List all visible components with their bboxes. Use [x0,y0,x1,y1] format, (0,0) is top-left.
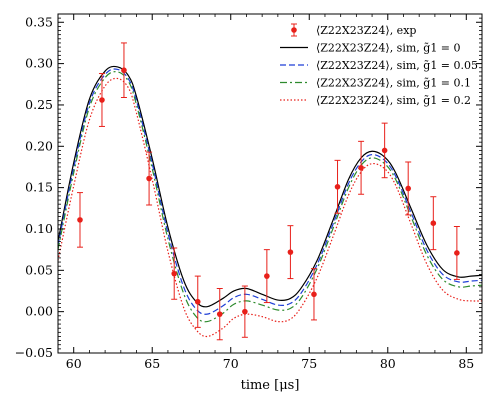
y-tick-label-5: 0.20 [25,138,53,153]
exp-point-5 [194,275,201,328]
legend-label-0: ⟨Z22X23Z24⟩, sim, g̃1 = 0 [316,42,461,55]
x-tick-label-0: 60 [66,356,82,371]
x-axis-ticks: 60 65 70 75 80 85 [66,14,483,371]
legend-entry-3: ⟨Z22X23Z24⟩, sim, g̃1 = 0.2 [280,94,471,107]
legend-entry-0: ⟨Z22X23Z24⟩, sim, g̃1 = 0 [280,42,461,55]
y-tick-label-6: 0.25 [25,97,53,112]
exp-point-1 [98,73,105,127]
series-line-3 [58,77,482,338]
y-tick-label-0: −0.05 [15,345,53,360]
x-tick-label-3: 75 [301,356,317,371]
exp-point-6 [216,288,223,341]
exp-point-13 [381,122,388,179]
legend-entry-2: ⟨Z22X23Z24⟩, sim, g̃1 = 0.1 [280,77,471,90]
legend-entry-exp: ⟨Z22X23Z24⟩, exp [291,23,416,37]
x-tick-label-1: 65 [144,356,160,371]
exp-point-14 [405,161,412,216]
series-line-2 [58,71,482,323]
exp-point-3 [146,151,153,206]
y-tick-label-3: 0.10 [25,221,53,236]
exp-point-9 [287,225,294,280]
y-tick-label-4: 0.15 [25,180,53,195]
legend-label-2: ⟨Z22X23Z24⟩, sim, g̃1 = 0.1 [316,77,471,90]
exp-point-10 [310,268,317,321]
y-tick-label-8: 0.35 [25,14,53,29]
exp-point-11 [334,159,341,214]
legend-label-3: ⟨Z22X23Z24⟩, sim, g̃1 = 0.2 [316,94,471,107]
y-tick-label-7: 0.30 [25,56,53,71]
exp-point-8 [263,249,270,304]
x-tick-label-5: 85 [458,356,474,371]
legend-label-exp: ⟨Z22X23Z24⟩, exp [316,24,416,37]
exp-point-12 [358,140,365,195]
exp-point-15 [430,196,437,251]
legend-entry-1: ⟨Z22X23Z24⟩, sim, g̃1 = 0.05 [280,59,478,72]
errorbar-layer [76,42,460,341]
exp-point-4 [171,247,178,300]
x-tick-label-4: 80 [380,356,396,371]
legend-label-1: ⟨Z22X23Z24⟩, sim, g̃1 = 0.05 [316,59,478,72]
exp-point-2 [120,42,127,99]
x-tick-label-2: 70 [223,356,239,371]
y-axis-ticks: −0.05 0.00 0.05 0.10 0.15 0.20 0.25 0.30 0.35 [15,13,482,360]
legend: ⟨Z22X23Z24⟩, exp ⟨Z22X23Z24⟩, sim, g̃1 = … [280,23,478,107]
x-axis-label: time [μs] [241,378,300,393]
exp-point-0 [76,192,83,248]
y-tick-label-1: 0.00 [25,304,53,319]
y-tick-label-2: 0.05 [25,262,53,277]
exp-point-7 [241,285,248,338]
exp-point-16 [453,225,460,280]
